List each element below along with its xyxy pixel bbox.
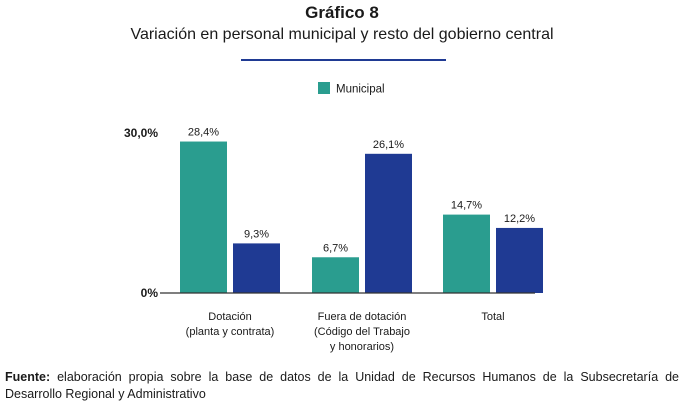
data-label: 9,3% <box>244 228 269 240</box>
figure-label: Gráfico 8 <box>305 3 379 22</box>
x-category-label: (Código del Trabajo <box>314 326 410 338</box>
bar <box>180 141 227 293</box>
chart-title: Variación en personal municipal y resto … <box>130 26 554 43</box>
data-label: 12,2% <box>504 213 535 225</box>
data-label: 28,4% <box>188 127 219 139</box>
x-category-label: Dotación <box>208 311 251 323</box>
title-underline <box>241 59 446 61</box>
x-category-label: Total <box>481 311 504 323</box>
bar <box>365 153 412 293</box>
bar <box>443 214 490 293</box>
source-label: Fuente: <box>5 370 51 384</box>
x-category-label: Fuera de dotación <box>318 311 407 323</box>
x-category-label: (planta y contrata) <box>186 326 275 338</box>
y-tick-label: 30,0% <box>124 126 158 140</box>
bar-chart: Municipal 0% 30,0% 28,4% 9,3% Dotación (planta… <box>124 82 543 353</box>
bar <box>496 227 543 293</box>
data-label: 26,1% <box>373 139 404 151</box>
source-text: elaboración propia sobre la base de dato… <box>5 370 679 401</box>
source-note: Fuente: elaboración propia sobre la base… <box>5 369 679 403</box>
legend-swatch <box>318 82 330 94</box>
bar <box>312 257 359 293</box>
x-category-label: y honorarios) <box>330 341 394 353</box>
data-label: 14,7% <box>451 200 482 212</box>
y-tick-label: 0% <box>141 286 159 300</box>
data-label: 6,7% <box>323 242 348 254</box>
legend-label: Municipal <box>336 84 385 96</box>
chart-heading: Gráfico 8 Variación en personal municipa… <box>0 2 684 45</box>
bar <box>233 243 280 293</box>
